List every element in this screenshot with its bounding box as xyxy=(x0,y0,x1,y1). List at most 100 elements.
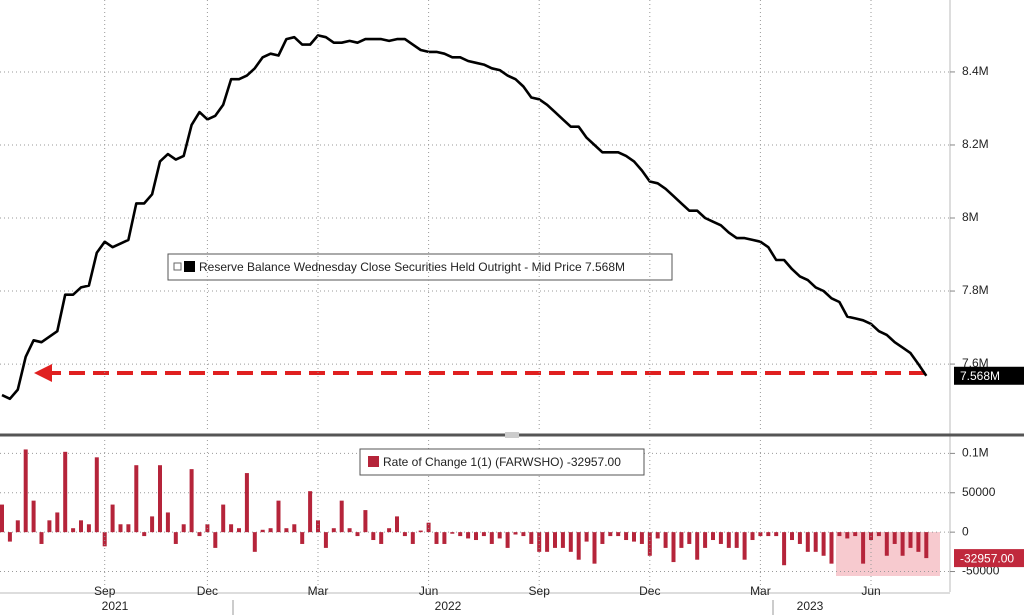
bar xyxy=(292,524,297,533)
bar xyxy=(15,520,20,533)
bar xyxy=(63,451,68,533)
bar xyxy=(355,532,360,537)
legend-value: -32957.00 xyxy=(567,455,621,469)
bar xyxy=(39,532,44,544)
bar xyxy=(102,532,107,547)
bar xyxy=(331,528,336,533)
y-tick-label: 7.8M xyxy=(962,283,989,297)
y-tick-label: 8.2M xyxy=(962,137,989,151)
bar xyxy=(118,524,123,533)
bar xyxy=(347,528,352,533)
year-label: 2021 xyxy=(102,599,129,613)
bar xyxy=(86,524,91,533)
bar xyxy=(782,532,787,566)
bar xyxy=(679,532,684,548)
bar xyxy=(481,532,486,537)
bar xyxy=(466,532,471,539)
bar xyxy=(829,532,834,564)
bar xyxy=(750,532,755,541)
x-tick-label: Dec xyxy=(639,584,660,598)
bar xyxy=(244,473,249,533)
bar xyxy=(165,512,170,533)
bar xyxy=(774,532,779,537)
bar xyxy=(126,524,131,533)
bar xyxy=(639,532,644,544)
x-tick-label: Mar xyxy=(308,584,329,598)
bar xyxy=(545,532,550,552)
bar xyxy=(110,504,115,533)
bar xyxy=(339,500,344,533)
bar xyxy=(434,532,439,544)
bar xyxy=(489,532,494,544)
bar xyxy=(663,532,668,548)
bar xyxy=(790,532,794,541)
bar xyxy=(308,491,313,533)
bar xyxy=(363,510,368,533)
bar xyxy=(316,520,320,533)
bar xyxy=(560,532,565,548)
legend-name: Rate of Change 1(1) (FARWSHO) xyxy=(383,455,564,469)
bar xyxy=(521,532,526,537)
bar xyxy=(23,449,28,533)
bar xyxy=(0,504,4,533)
last-value-label: 7.568M xyxy=(960,369,1000,383)
bar xyxy=(158,465,162,533)
bar xyxy=(592,532,597,564)
y-tick-label: 8M xyxy=(962,210,979,224)
bar xyxy=(924,532,929,559)
bar xyxy=(608,532,613,537)
bar xyxy=(600,532,605,544)
legend-swatch xyxy=(184,261,195,272)
bar xyxy=(189,469,194,533)
bar xyxy=(884,532,889,556)
last-value-box xyxy=(954,549,1024,568)
legend-toggle xyxy=(173,262,182,271)
legend-box xyxy=(167,253,673,281)
y-tick-label: 7.6M xyxy=(962,356,989,370)
bar xyxy=(323,532,328,548)
x-tick-label: Jun xyxy=(861,584,880,598)
legend-label: Reserve Balance Wednesday Close Securiti… xyxy=(199,260,625,274)
bar xyxy=(837,532,842,537)
bar xyxy=(31,500,36,533)
bar xyxy=(537,532,542,552)
arrow-head xyxy=(34,364,52,382)
bar xyxy=(237,528,241,533)
bar xyxy=(797,532,802,544)
bar xyxy=(79,520,83,533)
bar xyxy=(94,457,99,533)
y-tick-label: -50000 xyxy=(962,564,1000,578)
bar xyxy=(142,532,147,537)
bar xyxy=(450,532,455,534)
bar xyxy=(553,532,557,548)
bar xyxy=(410,532,415,544)
x-tick-label: Mar xyxy=(750,584,771,598)
bar xyxy=(458,532,463,537)
bar xyxy=(758,532,763,537)
y-tick-label: 0 xyxy=(962,524,969,538)
bar xyxy=(497,532,502,539)
bar xyxy=(876,532,881,537)
bar xyxy=(742,532,747,560)
bar xyxy=(252,532,257,552)
bar xyxy=(726,532,731,548)
bar xyxy=(813,532,818,552)
bar xyxy=(387,528,392,533)
bar xyxy=(284,528,289,533)
legend-value: 7.568M xyxy=(585,260,625,274)
x-tick-label: Sep xyxy=(94,584,116,598)
bar xyxy=(442,532,447,544)
legend-swatch xyxy=(368,456,379,467)
bar xyxy=(900,532,905,556)
bar xyxy=(418,530,423,533)
bar xyxy=(695,532,700,560)
bar xyxy=(845,532,850,539)
bar xyxy=(861,532,866,564)
bar xyxy=(268,528,273,533)
bar xyxy=(632,532,636,542)
bar xyxy=(47,520,52,533)
bar xyxy=(181,524,186,533)
bar xyxy=(7,532,12,542)
bar xyxy=(260,529,265,533)
